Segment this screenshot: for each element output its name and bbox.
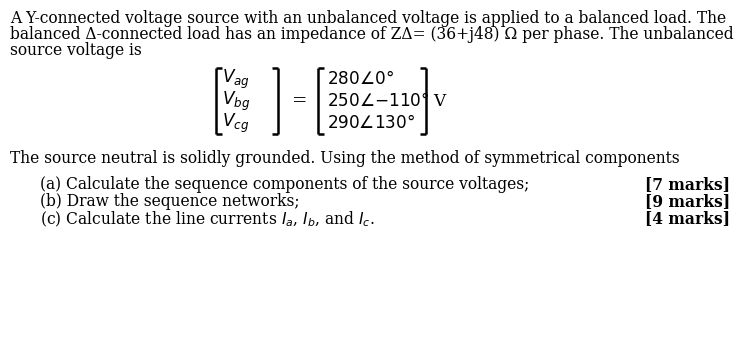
Text: $V_{ag}$: $V_{ag}$ [222, 67, 250, 90]
Text: $V_{cg}$: $V_{cg}$ [222, 112, 249, 135]
Text: V: V [433, 92, 445, 109]
Text: $290\angle130°$: $290\angle130°$ [327, 114, 415, 132]
Text: $V_{bg}$: $V_{bg}$ [222, 89, 250, 113]
Text: (c) Calculate the line currents $I_a$, $I_b$, and $I_c$.: (c) Calculate the line currents $I_a$, $… [40, 210, 375, 230]
Text: [4 marks]: [4 marks] [645, 210, 730, 227]
Text: A Y-connected voltage source with an unbalanced voltage is applied to a balanced: A Y-connected voltage source with an unb… [10, 10, 726, 27]
Text: [9 marks]: [9 marks] [645, 193, 730, 210]
Text: =: = [292, 92, 308, 110]
Text: (a) Calculate the sequence components of the source voltages;: (a) Calculate the sequence components of… [40, 176, 530, 193]
Text: source voltage is: source voltage is [10, 42, 142, 59]
Text: $280\angle0°$: $280\angle0°$ [327, 70, 394, 88]
Text: balanced Δ-connected load has an impedance of ZΔ= (36+j48) Ω per phase. The unba: balanced Δ-connected load has an impedan… [10, 26, 734, 43]
Text: The source neutral is solidly grounded. Using the method of symmetrical componen: The source neutral is solidly grounded. … [10, 150, 679, 167]
Text: (b) Draw the sequence networks;: (b) Draw the sequence networks; [40, 193, 300, 210]
Text: $250\angle{-110°}$: $250\angle{-110°}$ [327, 92, 429, 110]
Text: [7 marks]: [7 marks] [645, 176, 730, 193]
